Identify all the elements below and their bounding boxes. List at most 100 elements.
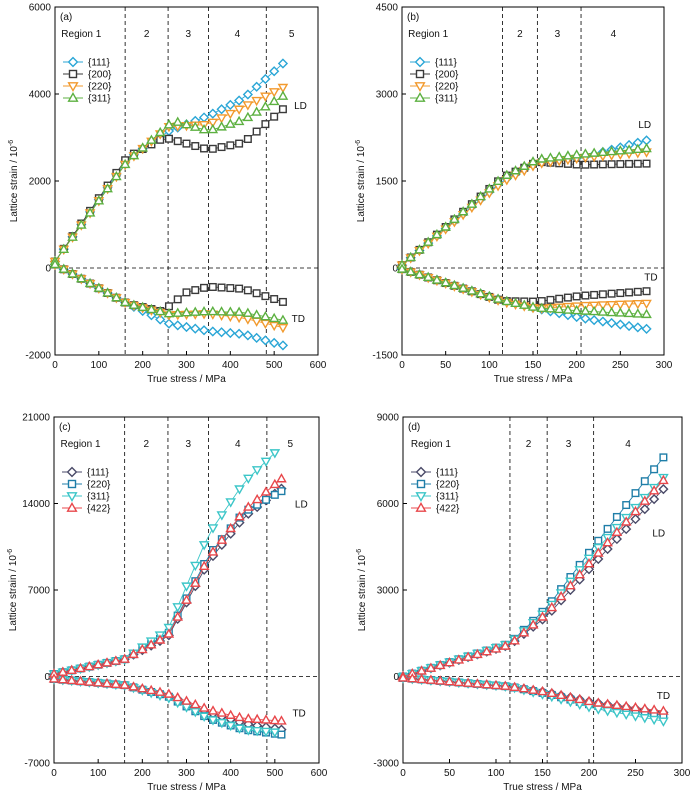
x-axis-label: True stress / MPa bbox=[503, 782, 582, 793]
data-point bbox=[233, 115, 245, 126]
data-point bbox=[200, 283, 209, 292]
data-point bbox=[592, 697, 604, 707]
data-point bbox=[406, 672, 418, 683]
data-point bbox=[642, 159, 651, 168]
data-point bbox=[198, 124, 210, 134]
data-point bbox=[583, 558, 595, 568]
x-tick-label: 300 bbox=[656, 360, 673, 371]
data-point bbox=[102, 287, 113, 297]
data-point bbox=[278, 105, 287, 114]
data-point bbox=[242, 111, 254, 122]
strain-direction-label: LD bbox=[294, 101, 307, 112]
data-point bbox=[182, 139, 191, 148]
data-point bbox=[119, 296, 131, 307]
data-point bbox=[198, 541, 210, 551]
data-point bbox=[631, 489, 640, 498]
data-point bbox=[164, 134, 173, 143]
x-tick-label: 50 bbox=[440, 360, 452, 371]
data-point bbox=[607, 289, 616, 298]
strain-direction-label: TD bbox=[292, 708, 305, 719]
data-point bbox=[536, 153, 548, 163]
data-point bbox=[527, 684, 539, 694]
data-point bbox=[510, 165, 521, 175]
data-point bbox=[268, 312, 280, 323]
data-point bbox=[217, 283, 226, 292]
data-point bbox=[639, 703, 651, 713]
x-tick-label: 0 bbox=[400, 768, 406, 779]
data-point bbox=[163, 119, 175, 129]
data-point bbox=[242, 101, 254, 111]
data-point bbox=[580, 148, 591, 158]
chart-panel-2: 0 50 100 150 200 250 300-15000150030004500True… bbox=[355, 3, 673, 386]
data-point bbox=[216, 707, 228, 717]
data-point bbox=[277, 83, 289, 94]
data-point bbox=[472, 678, 483, 688]
data-point bbox=[269, 66, 280, 77]
data-point bbox=[172, 611, 183, 621]
data-point bbox=[457, 282, 469, 292]
data-point bbox=[659, 453, 668, 462]
data-point bbox=[268, 88, 280, 98]
legend-marker bbox=[416, 479, 426, 489]
data-point bbox=[555, 689, 567, 700]
legend-marker bbox=[415, 492, 427, 502]
data-point bbox=[630, 712, 641, 722]
chart-panel-3: 0 100 200 300 400 500 600-7000070001400021000T… bbox=[7, 413, 328, 794]
data-point bbox=[588, 305, 600, 316]
data-point bbox=[574, 693, 586, 704]
data-point bbox=[623, 144, 635, 154]
data-point bbox=[92, 659, 104, 669]
data-point bbox=[457, 206, 469, 216]
data-point bbox=[243, 726, 254, 736]
data-point bbox=[75, 675, 86, 685]
data-point bbox=[475, 287, 486, 298]
x-tick-label: 400 bbox=[222, 768, 239, 779]
data-point bbox=[189, 121, 201, 131]
x-tick-label: 600 bbox=[311, 768, 328, 779]
data-point bbox=[269, 337, 280, 349]
data-point bbox=[641, 308, 652, 319]
data-point bbox=[641, 299, 652, 310]
data-point bbox=[277, 323, 289, 334]
strain-direction-label: LD bbox=[295, 500, 308, 511]
data-point bbox=[57, 674, 69, 684]
data-point bbox=[172, 116, 184, 126]
data-point bbox=[260, 457, 272, 468]
data-point bbox=[625, 288, 634, 297]
data-point bbox=[565, 579, 576, 590]
data-point bbox=[481, 645, 493, 656]
data-point bbox=[260, 73, 271, 85]
data-point bbox=[425, 662, 437, 672]
x-tick-label: 250 bbox=[627, 768, 644, 779]
data-point bbox=[251, 727, 263, 737]
data-point bbox=[625, 159, 634, 168]
data-point bbox=[276, 715, 287, 725]
data-point bbox=[251, 493, 263, 504]
data-point bbox=[405, 251, 417, 262]
data-point bbox=[163, 318, 175, 329]
data-point bbox=[580, 305, 591, 315]
data-point bbox=[594, 536, 603, 545]
region-label: 5 bbox=[288, 439, 294, 450]
data-point bbox=[216, 306, 227, 316]
data-point bbox=[181, 695, 192, 705]
data-point bbox=[562, 150, 574, 160]
data-point bbox=[190, 561, 201, 572]
data-point bbox=[611, 526, 623, 537]
legend-label: {111} bbox=[88, 58, 111, 69]
data-point bbox=[225, 498, 236, 508]
x-tick-label: 50 bbox=[444, 768, 456, 779]
data-point bbox=[173, 295, 182, 304]
data-point bbox=[640, 477, 649, 486]
data-point bbox=[261, 292, 270, 301]
panel-label: (a) bbox=[60, 12, 72, 23]
x-tick-label: 150 bbox=[534, 768, 551, 779]
data-point bbox=[155, 314, 166, 325]
data-point bbox=[145, 639, 157, 649]
data-point bbox=[632, 322, 643, 333]
data-point bbox=[598, 160, 607, 169]
data-point bbox=[440, 277, 451, 287]
data-point bbox=[434, 675, 446, 685]
data-point bbox=[563, 293, 572, 302]
legend-marker bbox=[415, 502, 427, 512]
